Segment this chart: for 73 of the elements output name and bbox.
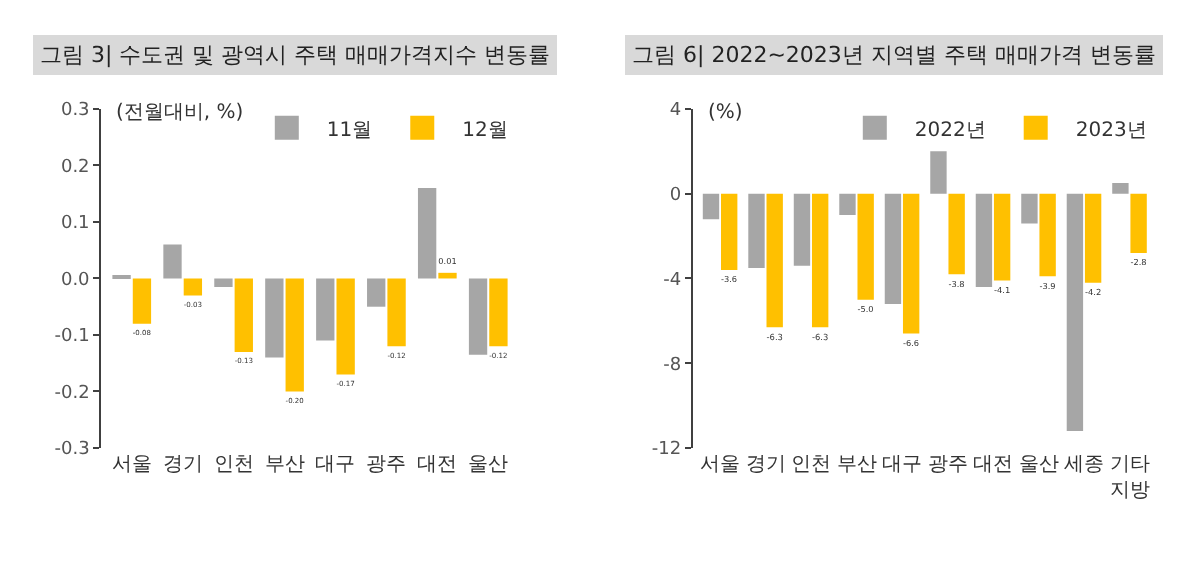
bar (387, 278, 406, 347)
bar (367, 278, 386, 307)
bar (857, 193, 874, 300)
x-tick-label: 부산 (836, 453, 877, 476)
chart-title: 그림 3| 수도권 및 광역시 주택 매매가격지수 변동률 (40, 42, 551, 68)
y-tick-label: -0.2 (54, 383, 90, 404)
bar (721, 193, 738, 270)
x-tick-label: 경기 (745, 453, 786, 476)
bar (993, 193, 1011, 281)
bar (884, 193, 902, 304)
bar (793, 193, 811, 266)
x-tick-label: 광주 (366, 453, 407, 476)
bar (417, 188, 437, 279)
bar (336, 278, 355, 375)
y-tick-label: 0.1 (60, 214, 90, 235)
bar (489, 278, 508, 347)
x-tick-label: 대구 (882, 453, 923, 476)
chart-title: 그림 6| 2022~2023년 지역별 주택 매매가격 변동률 (632, 42, 1156, 68)
y-tick-label: 4 (669, 101, 682, 122)
x-tick-label: 부산 (264, 453, 305, 476)
y-tick-label: -8 (663, 355, 682, 376)
x-tick-label: 경기 (162, 453, 203, 476)
bar (265, 278, 284, 358)
x-tick-label: 인천 (213, 453, 254, 476)
bar (468, 278, 488, 355)
bar (748, 193, 765, 268)
y-axis-title: (전월대비, %) (116, 102, 244, 124)
y-tick-label: 0.3 (60, 101, 90, 122)
x-tick-label: 대구 (315, 453, 356, 476)
x-tick-label: 인천 (791, 453, 832, 476)
bar (163, 244, 182, 279)
legend-label: 2022년 (914, 119, 986, 142)
bar (316, 278, 335, 341)
y-tick-label: -12 (651, 440, 682, 461)
bar (811, 193, 829, 328)
bar (234, 278, 253, 352)
x-tick-label: 서울 (700, 453, 741, 476)
y-tick-label: 0.0 (60, 270, 91, 291)
y-axis-title: (%) (708, 102, 743, 124)
bar (1112, 183, 1129, 194)
x-tick-label: 광주 (927, 453, 968, 476)
bar (975, 193, 993, 287)
legend-label: 2023년 (1075, 119, 1147, 142)
bar (902, 193, 920, 334)
bar (132, 278, 152, 324)
x-tick-label: 울산 (1018, 453, 1059, 476)
y-tick-label: -0.1 (54, 327, 90, 348)
x-tick-label: 세종 (1064, 453, 1105, 476)
bar (285, 278, 304, 392)
bar (1066, 193, 1084, 432)
y-tick-label: 0.2 (60, 157, 90, 178)
bar (766, 193, 783, 328)
y-tick-label: -4 (663, 270, 682, 291)
y-tick-label: -0.3 (54, 440, 90, 461)
bar (930, 151, 947, 194)
bar (948, 193, 965, 275)
legend-label: 11월 (326, 119, 373, 142)
bar (1039, 193, 1056, 277)
x-tick-label: 울산 (468, 453, 509, 476)
legend-label: 12월 (462, 119, 508, 142)
x-tick-label: 기타 지방 (1109, 453, 1150, 502)
bar (1130, 193, 1147, 254)
y-tick-label: 0 (669, 186, 682, 207)
x-tick-label: 대전 (973, 453, 1014, 476)
x-tick-label: 대전 (417, 453, 458, 476)
bar (839, 193, 856, 215)
bar (214, 278, 233, 287)
bar (438, 272, 457, 279)
bar (183, 278, 203, 296)
x-tick-label: 서울 (111, 453, 152, 476)
bar (1021, 193, 1038, 224)
bar (702, 193, 720, 220)
bar (1084, 193, 1102, 283)
